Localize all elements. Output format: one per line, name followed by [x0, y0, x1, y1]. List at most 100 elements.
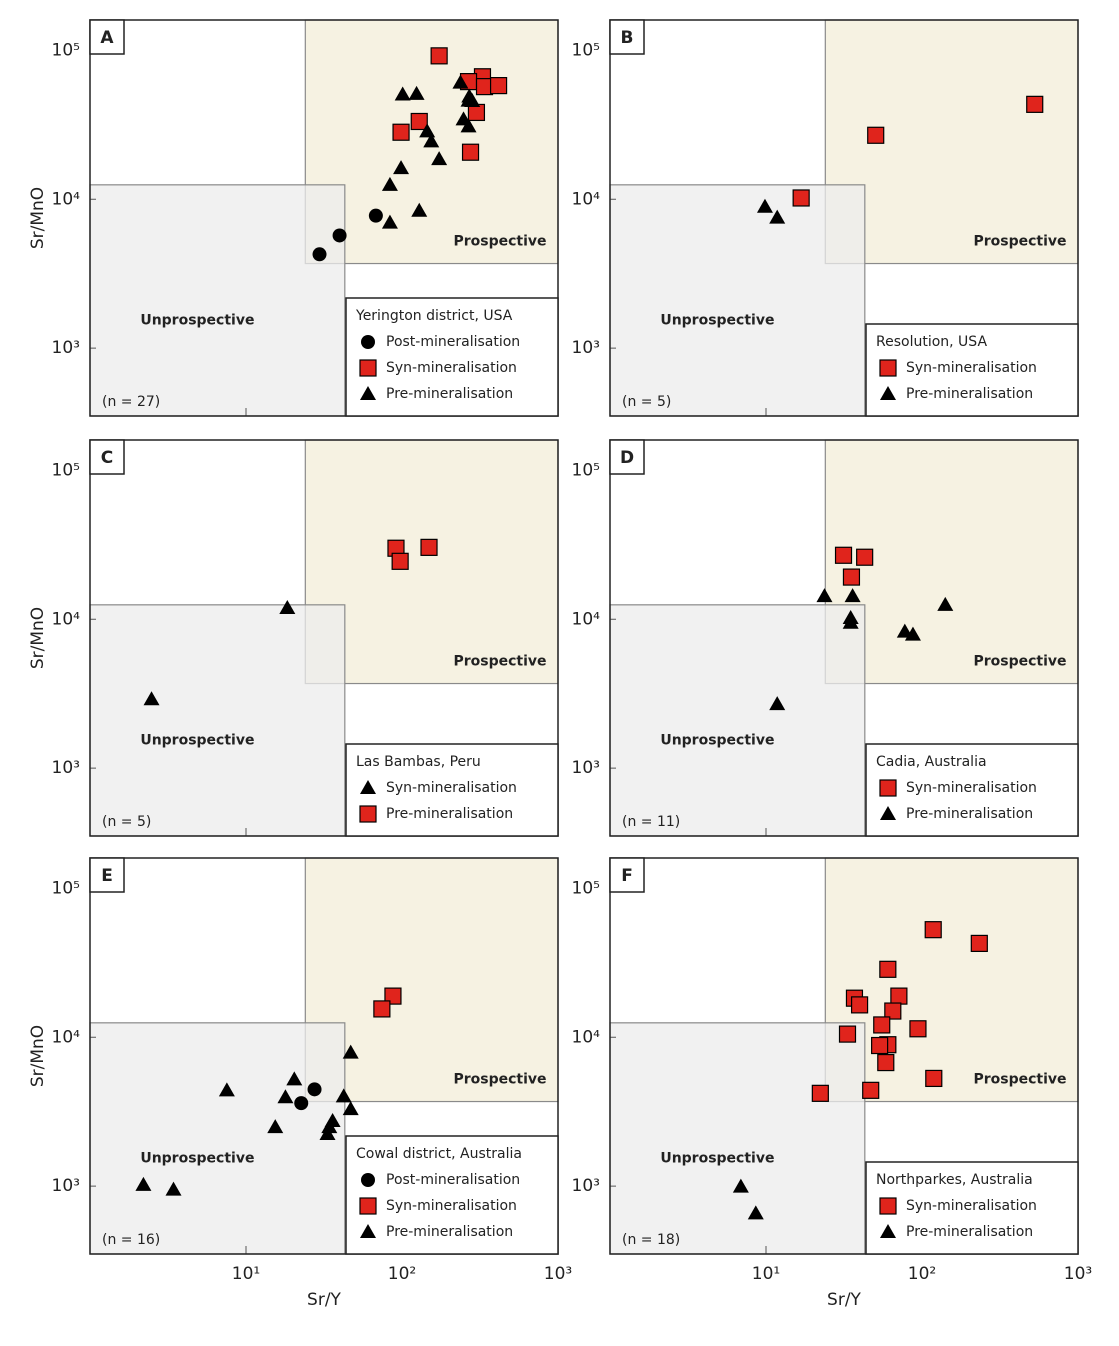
point: [332, 228, 347, 243]
point: [850, 996, 869, 1014]
y-axis-label: Sr/MnO: [28, 187, 48, 249]
plot-frame: [89, 439, 559, 837]
point: [909, 1020, 927, 1038]
y-tick-label: 10⁴: [52, 609, 81, 629]
panel-label: D: [620, 448, 634, 468]
point: [842, 614, 859, 629]
y-tick-label: 10⁵: [52, 40, 80, 60]
x-tick-label: 10²: [908, 1264, 936, 1284]
x-tick-label: 10¹: [752, 1264, 780, 1284]
x-axis-label: Sr/Y: [307, 1290, 342, 1310]
region-label: Unprospective: [140, 312, 254, 328]
point: [393, 160, 410, 175]
y-tick-label: 10⁵: [52, 878, 80, 898]
panel-label-box: [609, 439, 645, 475]
y-tick-label: 10³: [572, 1176, 600, 1196]
region: [609, 1022, 866, 1255]
point: [342, 1044, 359, 1059]
point: [452, 74, 469, 89]
point: [218, 1082, 235, 1097]
point: [391, 552, 409, 570]
point: [890, 987, 908, 1005]
point: [294, 1096, 309, 1111]
legend-marker: [359, 359, 377, 377]
point: [1026, 95, 1044, 113]
legend-title: Resolution, USA: [876, 334, 987, 350]
legend-title: Northparkes, Australia: [876, 1172, 1033, 1188]
legend-label: Post-mineralisation: [386, 1172, 520, 1188]
panel-label: A: [100, 28, 114, 48]
point: [384, 987, 402, 1005]
legend-label: Syn-mineralisation: [906, 360, 1037, 376]
legend-box: [865, 323, 1079, 417]
panel-label: F: [621, 866, 633, 886]
point: [756, 198, 773, 213]
point: [844, 588, 861, 603]
point: [394, 86, 411, 101]
point: [286, 1071, 303, 1086]
legend-marker: [880, 386, 896, 400]
point: [792, 189, 810, 207]
point: [312, 247, 327, 262]
point: [862, 1081, 880, 1099]
region-label: Unprospective: [140, 1150, 254, 1166]
point: [879, 960, 897, 978]
point: [884, 1002, 902, 1020]
sample-size: (n = 5): [622, 394, 671, 410]
point: [408, 85, 425, 100]
legend-box: [865, 1161, 1079, 1255]
point: [856, 548, 874, 566]
point: [867, 126, 885, 144]
sample-size: (n = 5): [102, 814, 151, 830]
plot-frame: [609, 439, 1079, 837]
region-label: Unprospective: [660, 312, 774, 328]
legend-marker: [879, 1197, 897, 1215]
y-tick-label: 10⁴: [572, 609, 601, 629]
point: [838, 1025, 857, 1043]
legend-marker: [361, 335, 375, 349]
point: [873, 1016, 891, 1034]
panel-label-box: [89, 439, 125, 475]
x-tick-label: 10¹: [232, 1264, 260, 1284]
region: [824, 857, 1079, 1103]
region: [304, 439, 559, 685]
point: [392, 123, 410, 141]
region: [609, 604, 866, 837]
legend-label: Syn-mineralisation: [906, 780, 1037, 796]
legend-label: Pre-mineralisation: [906, 386, 1033, 402]
legend-box: [865, 743, 1079, 837]
y-tick-label: 10⁵: [572, 878, 600, 898]
y-tick-label: 10⁴: [572, 189, 601, 209]
legend-marker: [879, 359, 897, 377]
legend-label: Pre-mineralisation: [386, 1224, 513, 1240]
plot-frame: [89, 19, 559, 417]
x-tick-label: 10³: [1064, 1264, 1092, 1284]
point: [431, 151, 448, 166]
point: [489, 77, 508, 95]
region: [89, 1022, 346, 1255]
legend-marker: [361, 1173, 375, 1187]
point: [342, 1101, 359, 1116]
legend-marker: [359, 805, 377, 823]
point: [834, 546, 853, 564]
y-tick-label: 10³: [52, 1176, 80, 1196]
legend-label: Pre-mineralisation: [386, 806, 513, 822]
sample-size: (n = 27): [102, 394, 160, 410]
y-tick-label: 10⁵: [52, 460, 80, 480]
point: [277, 1089, 294, 1104]
legend-label: Syn-mineralisation: [386, 360, 517, 376]
point: [410, 112, 428, 131]
region-label: Unprospective: [660, 732, 774, 748]
x-axis-label: Sr/Y: [827, 1290, 862, 1310]
legend-title: Cadia, Australia: [876, 754, 987, 770]
panel-label-box: [89, 857, 125, 893]
y-tick-label: 10⁵: [572, 460, 600, 480]
point: [925, 1069, 943, 1088]
point: [135, 1176, 152, 1191]
region-label: Prospective: [973, 1072, 1066, 1088]
point: [769, 696, 786, 711]
legend-label: Pre-mineralisation: [386, 386, 513, 402]
region-label: Prospective: [973, 234, 1066, 250]
y-tick-label: 10⁴: [52, 1027, 81, 1047]
